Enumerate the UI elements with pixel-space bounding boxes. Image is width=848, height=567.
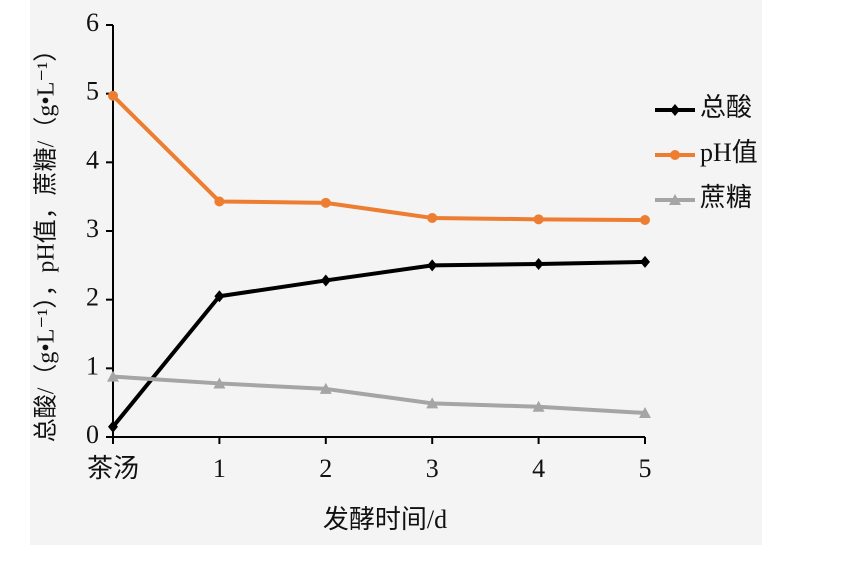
x-tick-label: 5 bbox=[639, 454, 652, 483]
data-point bbox=[320, 197, 331, 208]
x-tick-label: 1 bbox=[213, 454, 226, 483]
y-axis-title: 总酸/（g•L⁻¹），pH值，蔗糖/（g•L⁻¹） bbox=[33, 38, 60, 443]
legend-label: 蔗糖 bbox=[700, 183, 752, 212]
data-point bbox=[214, 196, 225, 207]
series-line bbox=[111, 259, 646, 428]
x-tick-label: 3 bbox=[426, 454, 439, 483]
data-point bbox=[214, 290, 225, 303]
legend-marker bbox=[670, 150, 680, 160]
series-line bbox=[111, 94, 646, 223]
y-tick-label: 2 bbox=[86, 283, 99, 312]
data-point bbox=[108, 420, 118, 433]
plot-background bbox=[30, 0, 762, 545]
legend-marker bbox=[670, 104, 680, 116]
data-point bbox=[107, 370, 119, 382]
data-point bbox=[426, 397, 439, 409]
y-tick-label: 4 bbox=[86, 145, 99, 174]
legend-label: pH值 bbox=[700, 138, 758, 167]
data-point bbox=[427, 212, 438, 223]
y-tick-label: 5 bbox=[86, 77, 99, 106]
y-tick-label: 1 bbox=[86, 351, 99, 380]
data-point bbox=[319, 382, 332, 394]
data-point bbox=[108, 90, 118, 101]
data-point bbox=[639, 406, 651, 418]
data-point bbox=[213, 377, 226, 389]
data-point bbox=[533, 214, 544, 225]
data-point bbox=[533, 257, 544, 270]
data-point bbox=[532, 400, 545, 412]
x-tick-label: 茶汤 bbox=[87, 454, 139, 483]
series-line bbox=[112, 374, 646, 415]
y-tick-label: 3 bbox=[86, 214, 99, 243]
x-tick-label: 4 bbox=[532, 454, 545, 483]
x-axis-title: 发酵时间/d bbox=[323, 505, 447, 534]
y-tick-label: 6 bbox=[86, 8, 99, 37]
legend-label: 总酸 bbox=[700, 93, 752, 122]
x-tick-label: 2 bbox=[319, 454, 332, 483]
legend-marker bbox=[669, 194, 681, 205]
data-point bbox=[640, 215, 650, 226]
data-point bbox=[640, 255, 650, 268]
y-tick-label: 0 bbox=[86, 420, 99, 449]
data-point bbox=[427, 259, 438, 272]
data-point bbox=[320, 274, 331, 287]
